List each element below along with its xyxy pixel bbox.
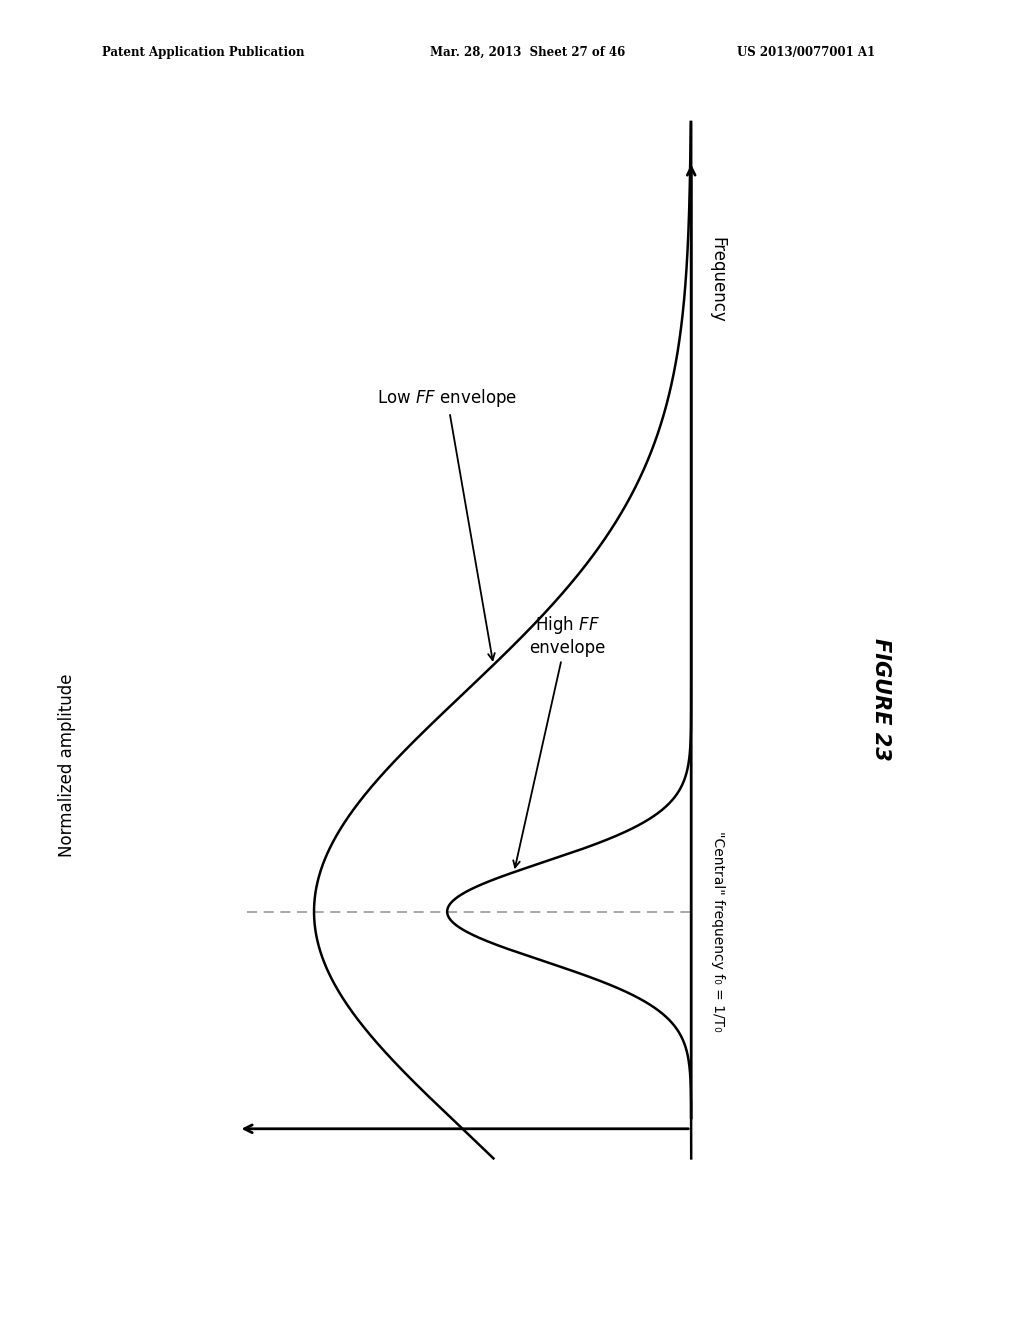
Text: US 2013/0077001 A1: US 2013/0077001 A1 [737, 46, 876, 59]
Text: FIGURE 23: FIGURE 23 [870, 639, 891, 760]
Text: Mar. 28, 2013  Sheet 27 of 46: Mar. 28, 2013 Sheet 27 of 46 [430, 46, 626, 59]
Text: Frequency: Frequency [709, 238, 727, 323]
Text: High $FF$
envelope: High $FF$ envelope [513, 614, 605, 867]
Text: Normalized amplitude: Normalized amplitude [57, 673, 76, 858]
Text: Low $FF$ envelope: Low $FF$ envelope [377, 387, 517, 660]
Text: Patent Application Publication: Patent Application Publication [102, 46, 305, 59]
Text: "Central" frequency f₀ = 1/T₀: "Central" frequency f₀ = 1/T₀ [711, 832, 725, 1032]
